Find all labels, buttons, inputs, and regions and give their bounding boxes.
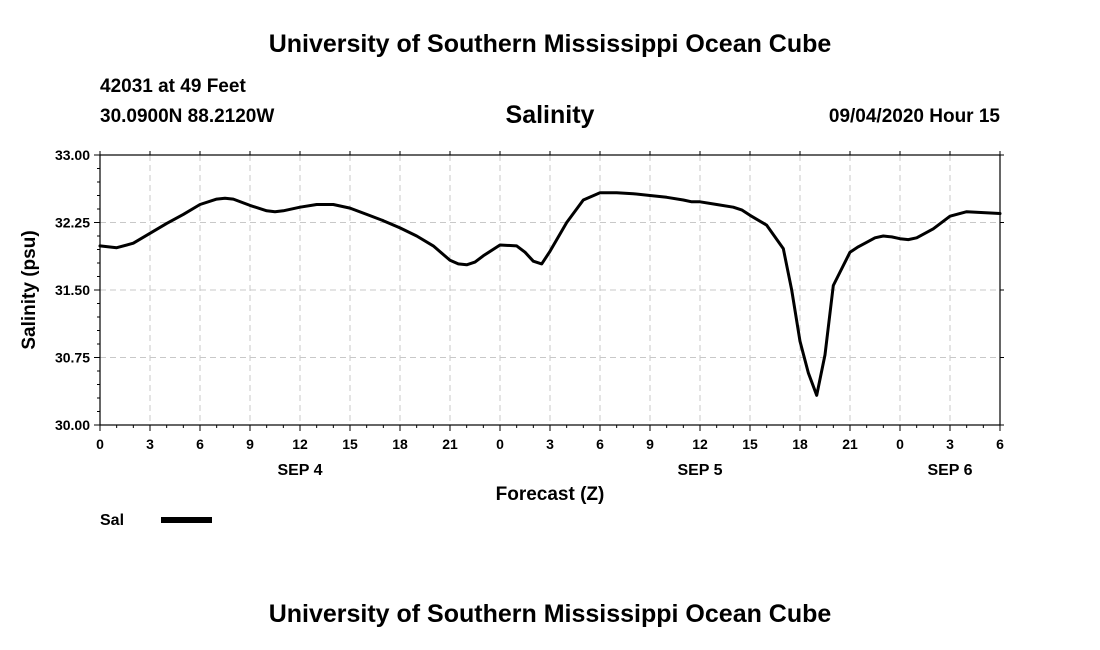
x-tick-label: 3	[546, 436, 554, 452]
x-tick-label: 18	[792, 436, 808, 452]
date-label: SEP 6	[927, 462, 972, 479]
legend: Sal	[100, 512, 212, 529]
x-tick-label: 15	[342, 436, 358, 452]
y-axis-label: Salinity (psu)	[19, 230, 40, 349]
x-tick-label: 0	[496, 436, 504, 452]
coordinates-label: 30.0900N 88.2120W	[100, 106, 275, 127]
y-tick-label: 33.00	[55, 147, 90, 163]
x-tick-label: 21	[842, 436, 858, 452]
forecast-datetime: 09/04/2020 Hour 15	[828, 106, 1000, 127]
x-axis-label: Forecast (Z)	[496, 484, 605, 505]
grid-layer	[100, 155, 1000, 425]
date-label: SEP 4	[277, 462, 322, 479]
legend-label: Sal	[100, 512, 124, 529]
x-tick-label: 6	[996, 436, 1004, 452]
x-tick-label: 6	[196, 436, 204, 452]
x-tick-label: 12	[292, 436, 308, 452]
y-tick-label: 31.50	[55, 282, 90, 298]
x-tick-label: 12	[692, 436, 708, 452]
labels-layer: 0 3 6 9 12 15 18 21 0 3 6 9 12 15 18 21 0 3 6 30.00 30.75 31.…	[55, 147, 1004, 479]
date-label: SEP 5	[677, 462, 722, 479]
salinity-series-line	[98, 191, 1002, 397]
x-tick-label: 0	[96, 436, 104, 452]
x-tick-label: 15	[742, 436, 758, 452]
x-tick-label: 9	[246, 436, 254, 452]
station-label: 42031 at 49 Feet	[100, 76, 246, 97]
chart-bottom-title: University of Southern Mississippi Ocean…	[268, 600, 832, 628]
x-tick-label: 9	[646, 436, 654, 452]
chart-top-title: University of Southern Mississippi Ocean…	[268, 30, 832, 58]
y-tick-label: 30.75	[55, 350, 90, 366]
ticks-layer	[94, 151, 1004, 431]
x-tick-label: 21	[442, 436, 458, 452]
x-tick-label: 3	[946, 436, 954, 452]
y-tick-label: 30.00	[55, 417, 90, 433]
x-tick-label: 6	[596, 436, 604, 452]
series-layer	[98, 191, 1002, 397]
variable-title: Salinity	[505, 101, 595, 129]
x-tick-label: 0	[896, 436, 904, 452]
x-tick-label: 3	[146, 436, 154, 452]
x-tick-label: 18	[392, 436, 408, 452]
y-tick-label: 32.25	[55, 215, 90, 231]
